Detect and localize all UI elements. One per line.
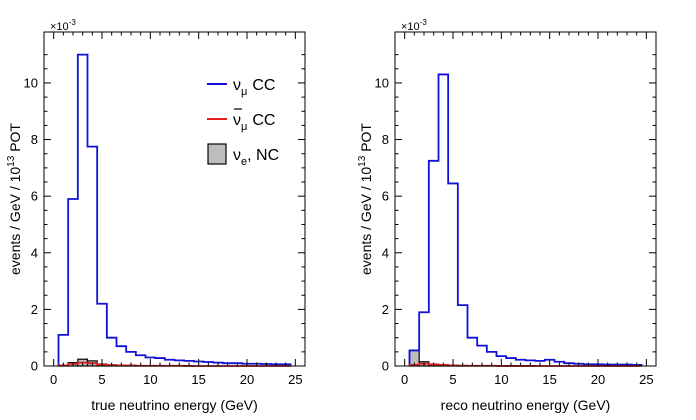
y-axis-ticks xyxy=(44,54,305,367)
y-tick-label: 6 xyxy=(382,189,389,204)
legend-entry-label: νμ CC xyxy=(233,77,275,98)
series-0 xyxy=(408,73,643,366)
x-axis-ticks xyxy=(404,32,647,366)
x-tick-label: 5 xyxy=(98,372,105,387)
legend-symbol: ν xyxy=(233,77,241,94)
x-tick-label: 10 xyxy=(143,372,157,387)
hist-step-line xyxy=(408,73,643,366)
x-axis-label: reco neutrino energy (GeV) xyxy=(441,397,611,413)
x-tick-label: 25 xyxy=(639,372,653,387)
plot-frame xyxy=(43,31,306,367)
y-tick-label: 6 xyxy=(31,189,38,204)
x-tick-label: 15 xyxy=(542,372,556,387)
y-multiplier-base: ×10 xyxy=(50,21,69,33)
x-tick-label: 25 xyxy=(288,372,302,387)
y-axis-label: events / GeV / 1013 POT xyxy=(6,123,23,275)
legend-text: CC xyxy=(252,77,275,94)
x-tick-label: 20 xyxy=(240,372,254,387)
y-axis-label-suffix: POT xyxy=(7,123,23,156)
x-tick-label: 0 xyxy=(401,372,408,387)
y-axis-ticks xyxy=(395,54,656,367)
y-tick-label: 4 xyxy=(382,245,389,260)
x-tick-label: 15 xyxy=(191,372,205,387)
legend-symbol: ν xyxy=(233,112,241,129)
y-axis-label-exp: 13 xyxy=(357,155,368,167)
legend-text: CC xyxy=(252,112,275,129)
y-multiplier-base: ×10 xyxy=(401,21,420,33)
y-multiplier-exp: -3 xyxy=(69,18,77,27)
y-tick-label: 8 xyxy=(382,132,389,147)
x-tick-label: 10 xyxy=(494,372,508,387)
y-tick-label: 10 xyxy=(24,75,38,90)
x-tick-label: 5 xyxy=(449,372,456,387)
legend-entry-label: νμ CC xyxy=(233,112,275,133)
x-tick-label: 20 xyxy=(591,372,605,387)
hist-step-line xyxy=(57,53,292,366)
x-tick-label: 0 xyxy=(50,372,57,387)
legend-symbol: ν xyxy=(233,147,241,164)
y-axis-label-suffix: POT xyxy=(358,123,374,156)
y-axis-label-exp: 13 xyxy=(6,155,17,167)
y-axis-label-main: events / GeV / 10 xyxy=(358,167,374,275)
y-multiplier: ×10-3 xyxy=(50,18,76,33)
y-tick-label: 2 xyxy=(31,302,38,317)
left-panel: 0 5 10 15 20 25 0 2 4 6 8 10 ×10-3 true neutrino ener… xyxy=(6,18,306,413)
x-axis-ticks xyxy=(53,32,296,366)
y-tick-label: 0 xyxy=(31,359,38,374)
legend-entry-label: νe, NC xyxy=(233,147,279,168)
y-tick-label: 8 xyxy=(31,132,38,147)
y-multiplier-exp: -3 xyxy=(420,18,428,27)
series-0 xyxy=(57,53,292,366)
legend-swatch xyxy=(207,143,227,165)
legend-symbol-subscript: e xyxy=(241,156,247,168)
y-tick-label: 10 xyxy=(375,75,389,90)
legend-text: , NC xyxy=(247,147,279,164)
legend-symbol-subscript: μ xyxy=(241,121,247,133)
y-tick-label: 0 xyxy=(382,359,389,374)
right-panel: 0 5 10 15 20 25 0 2 4 6 8 10 ×10-3 reco neutrino ener… xyxy=(357,18,657,413)
y-tick-label: 2 xyxy=(382,302,389,317)
x-axis-label: true neutrino energy (GeV) xyxy=(91,397,258,413)
y-multiplier: ×10-3 xyxy=(401,18,427,33)
y-tick-label: 4 xyxy=(31,245,38,260)
y-axis-label: events / GeV / 1013 POT xyxy=(357,123,374,275)
y-axis-label-main: events / GeV / 10 xyxy=(7,167,23,275)
legend-symbol-subscript: μ xyxy=(241,86,247,98)
plot-frame xyxy=(394,31,657,367)
